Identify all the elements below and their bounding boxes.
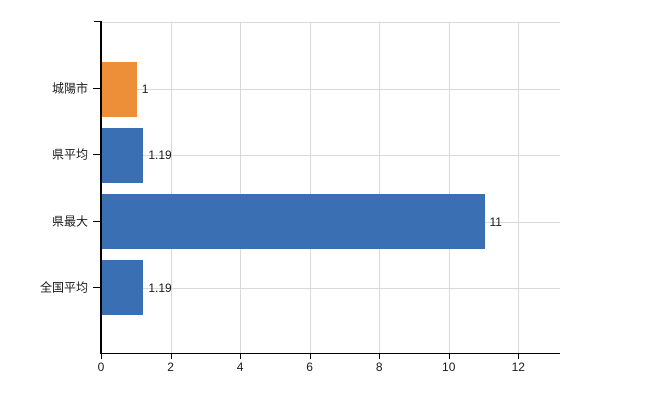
x-axis-tick: [448, 354, 450, 359]
x-tick-label: 8: [375, 360, 383, 374]
grid-line-horizontal: [101, 287, 560, 289]
bar: [102, 194, 485, 250]
y-axis-top-tick: [94, 21, 101, 22]
bar-value-label: 1: [141, 82, 149, 97]
bar-value-label: 11: [489, 214, 502, 229]
bar: [102, 260, 144, 316]
y-axis-line: [100, 21, 102, 354]
x-tick-label: 0: [97, 360, 105, 374]
category-label: 県平均: [51, 147, 88, 162]
grid-line-vertical: [379, 23, 381, 354]
grid-line-horizontal: [101, 89, 560, 91]
x-tick-label: 4: [236, 360, 244, 374]
x-axis-tick: [309, 354, 311, 359]
category-tick: [93, 220, 101, 222]
x-axis-tick: [170, 354, 172, 359]
category-tick: [93, 154, 101, 156]
grid-line-vertical: [309, 23, 311, 354]
x-axis-line: [100, 353, 560, 354]
grid-line-vertical: [518, 23, 520, 354]
grid-line-vertical: [170, 23, 172, 354]
grid-line-vertical: [448, 23, 450, 354]
x-tick-label: 10: [442, 360, 456, 374]
category-tick: [93, 286, 101, 288]
x-tick-label: 12: [511, 360, 525, 374]
grid-line-horizontal: [101, 155, 560, 157]
bar: [102, 61, 137, 117]
x-tick-label: 2: [167, 360, 174, 374]
category-tick: [93, 88, 101, 90]
x-tick-label: 6: [306, 360, 313, 374]
category-label: 県最大: [51, 214, 88, 229]
plot-area: 1 1.19 11 1.19: [101, 22, 560, 354]
bar-value-label: 1.19: [148, 148, 172, 163]
bar-value-label: 1.19: [148, 280, 172, 295]
x-axis-tick: [379, 354, 381, 359]
category-label: 城陽市: [51, 81, 88, 96]
x-axis-tick: [240, 354, 242, 359]
bar: [102, 127, 144, 183]
x-axis-tick: [518, 354, 520, 359]
category-label: 全国平均: [39, 280, 88, 295]
x-axis-tick: [101, 354, 102, 359]
grid-line-vertical: [240, 23, 242, 354]
